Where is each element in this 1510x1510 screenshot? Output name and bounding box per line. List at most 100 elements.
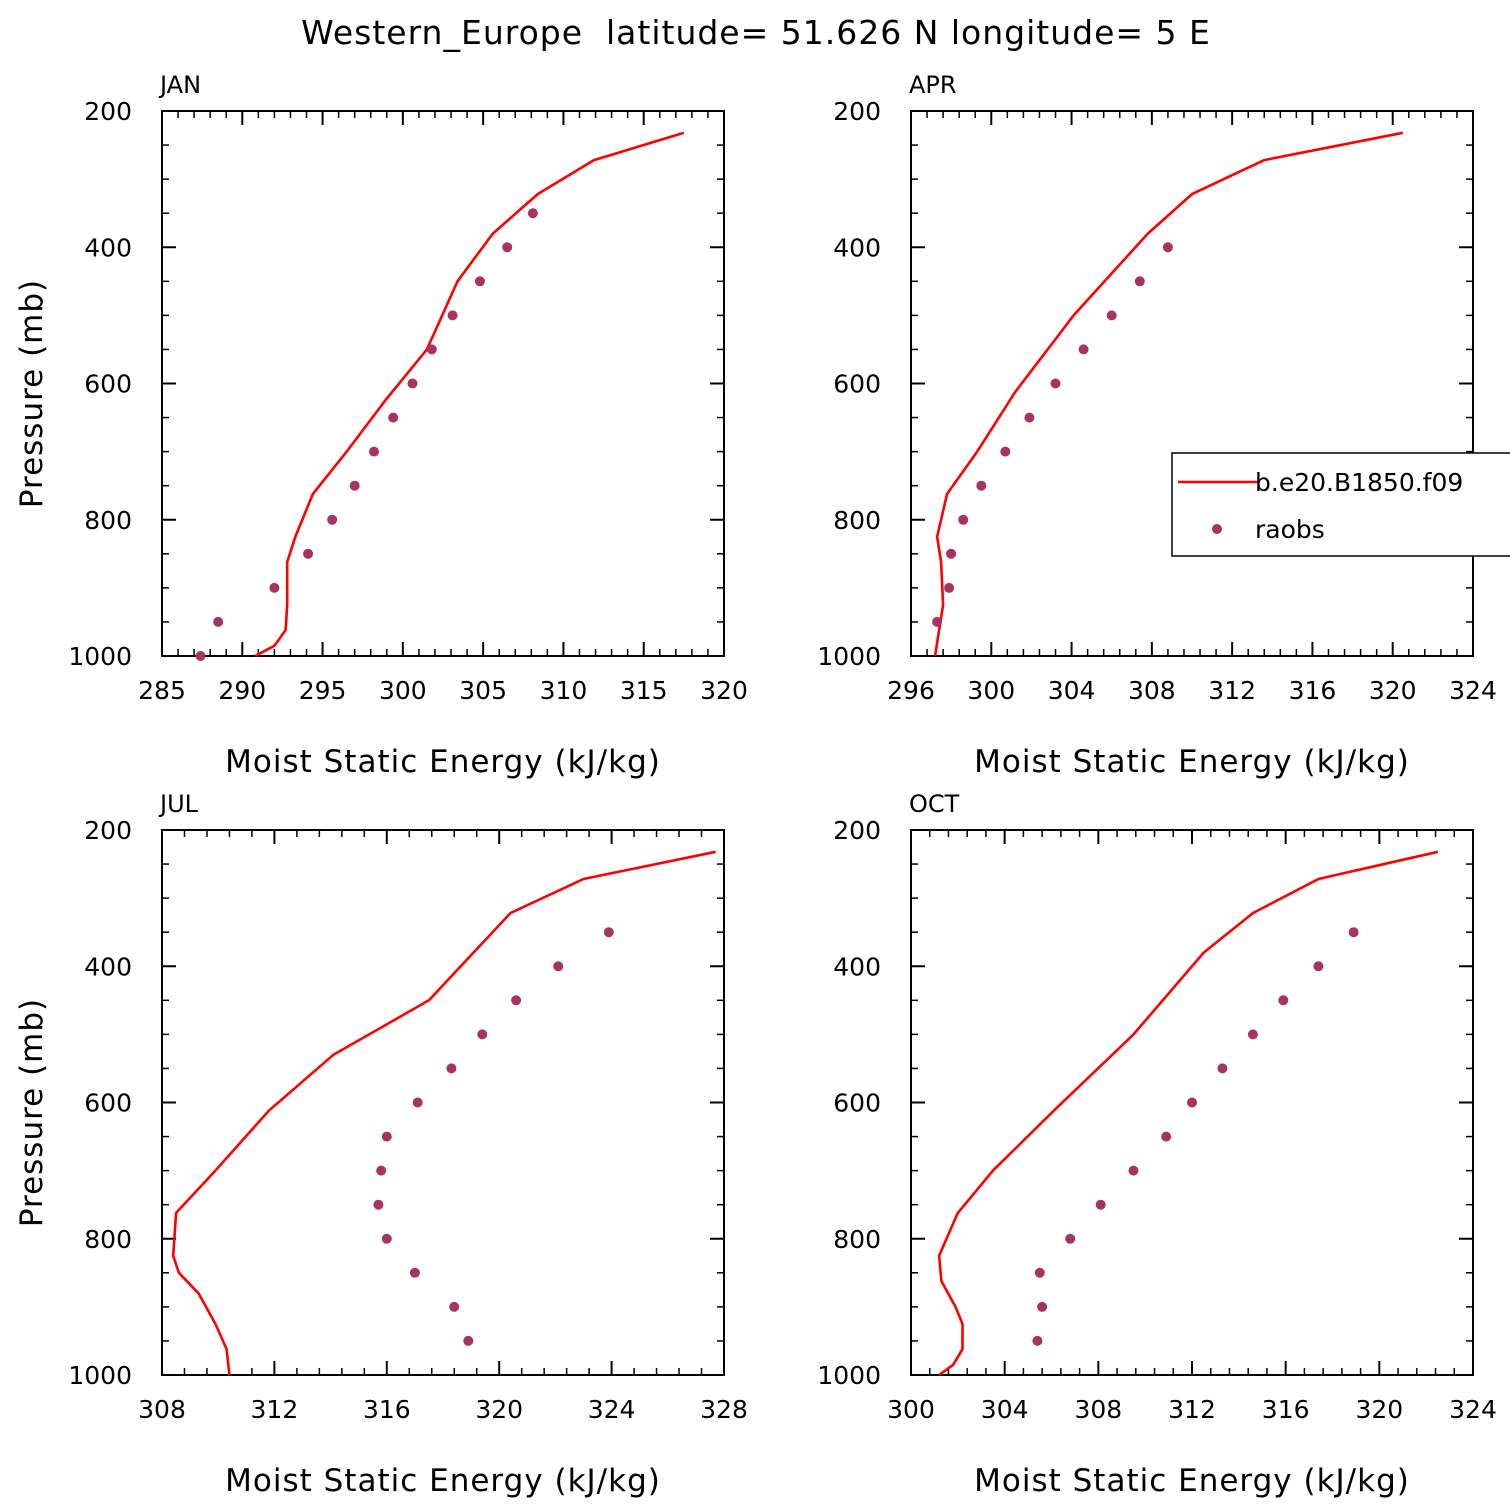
x-tick-label: 308 [1074, 1395, 1122, 1424]
raobs-point [944, 582, 955, 593]
raobs-point [1161, 1131, 1172, 1142]
panel-title: OCT [909, 790, 960, 818]
raobs-point [349, 480, 360, 491]
raobs-point [1000, 446, 1011, 457]
panel-apr: 296 300 304 308 312 316 320 324 200 400 600 800 1000… [817, 71, 1496, 780]
raobs-point [407, 378, 418, 389]
x-tick-label: 300 [967, 676, 1015, 705]
raobs-point [1134, 276, 1145, 287]
model-profile-line [171, 850, 716, 1376]
x-tick-label: 312 [1168, 1395, 1216, 1424]
x-tick-label: 324 [1449, 1395, 1497, 1424]
y-tick-label: 400 [833, 952, 881, 981]
y-tick-label: 800 [833, 506, 881, 535]
raobs-point [1050, 378, 1061, 389]
raobs-point [388, 412, 399, 423]
x-axis-label: Moist Static Energy (kJ/kg) [974, 744, 1410, 780]
legend-label-raobs: raobs [1255, 515, 1325, 544]
raobs-point [1128, 1165, 1139, 1176]
raobs-point [412, 1097, 423, 1108]
raobs-point [369, 446, 379, 457]
raobs-point [1024, 412, 1035, 423]
raobs-point [477, 1029, 488, 1040]
raobs-point [946, 548, 957, 559]
x-tick-label: 300 [887, 1395, 935, 1424]
raobs-point [553, 961, 564, 972]
raobs-point [449, 1301, 460, 1312]
x-tick-label: 315 [620, 676, 668, 705]
y-tick-label: 400 [84, 952, 132, 981]
raobs-point [327, 514, 338, 525]
panel-oct: 300 304 308 312 316 320 324 200 400 600 800 1000 OCT… [817, 790, 1496, 1499]
y-tick-label: 1000 [817, 1361, 881, 1390]
raobs-point [269, 582, 280, 593]
x-tick-label: 312 [251, 1395, 299, 1424]
x-tick-label: 320 [1369, 676, 1417, 705]
legend: b.e20.B1850.f09 raobs [1171, 452, 1510, 557]
raobs-point [426, 344, 437, 355]
x-axis-label: Moist Static Energy (kJ/kg) [225, 1463, 661, 1499]
panel-jul: 308 312 316 320 324 328 200 400 600 800 1000 JUL Moi… [14, 790, 748, 1499]
model-profile-line [933, 131, 1404, 657]
legend-marker-swatch [1212, 524, 1222, 534]
raobs-point [1032, 1335, 1043, 1346]
y-tick-label: 1000 [68, 1361, 132, 1390]
x-tick-label: 320 [475, 1395, 523, 1424]
x-tick-label: 312 [1208, 676, 1256, 705]
y-axis-label: Pressure (mb) [14, 279, 50, 508]
y-tick-label: 600 [833, 1089, 881, 1118]
panel-jan: 285 290 295 300 305 310 315 320 200 400 600 800 1000… [14, 71, 748, 780]
x-tick-label: 295 [299, 676, 347, 705]
raobs-point [1065, 1233, 1076, 1244]
panel-title: APR [909, 71, 957, 99]
x-tick-label: 316 [1289, 676, 1337, 705]
y-tick-label: 800 [84, 506, 132, 535]
y-tick-label: 400 [833, 233, 881, 262]
legend-label-model: b.e20.B1850.f09 [1255, 468, 1463, 497]
raobs-point [463, 1335, 474, 1346]
x-tick-label: 320 [700, 676, 748, 705]
raobs-point [474, 276, 485, 287]
y-tick-label: 200 [84, 97, 132, 126]
y-tick-label: 800 [84, 1225, 132, 1254]
raobs-point [1313, 961, 1324, 972]
x-tick-label: 310 [540, 676, 588, 705]
x-tick-label: 308 [138, 1395, 186, 1424]
raobs-point [1217, 1063, 1228, 1074]
x-tick-label: 316 [1262, 1395, 1310, 1424]
raobs-point [958, 514, 969, 525]
raobs-point [213, 616, 224, 627]
x-tick-label: 285 [138, 676, 186, 705]
raobs-point [1348, 927, 1359, 938]
raobs-point [932, 616, 943, 627]
x-tick-label: 296 [887, 676, 935, 705]
x-tick-label: 316 [363, 1395, 411, 1424]
x-tick-label: 300 [379, 676, 427, 705]
x-tick-label: 304 [981, 1395, 1029, 1424]
x-tick-label: 328 [700, 1395, 748, 1424]
y-tick-label: 600 [84, 1089, 132, 1118]
y-tick-label: 1000 [817, 642, 881, 671]
raobs-point [381, 1131, 392, 1142]
x-tick-label: 290 [218, 676, 266, 705]
raobs-point [303, 548, 314, 559]
panel-title: JAN [158, 71, 201, 99]
panels: 285 290 295 300 305 310 315 320 200 400 600 800 1000… [14, 71, 1497, 1499]
x-tick-label: 320 [1355, 1395, 1403, 1424]
raobs-point [603, 927, 614, 938]
raobs-point [1278, 995, 1289, 1006]
raobs-point [976, 480, 987, 491]
x-tick-label: 305 [459, 676, 507, 705]
raobs-point [1078, 344, 1089, 355]
raobs-point [446, 1063, 457, 1074]
y-tick-label: 400 [84, 233, 132, 262]
raobs-point [1095, 1199, 1106, 1210]
raobs-point [527, 208, 538, 219]
x-tick-label: 304 [1048, 676, 1096, 705]
legend-box [1171, 452, 1510, 557]
model-profile-line [254, 131, 685, 658]
y-tick-label: 200 [833, 97, 881, 126]
y-tick-label: 800 [833, 1225, 881, 1254]
x-axis-label: Moist Static Energy (kJ/kg) [974, 1463, 1410, 1499]
